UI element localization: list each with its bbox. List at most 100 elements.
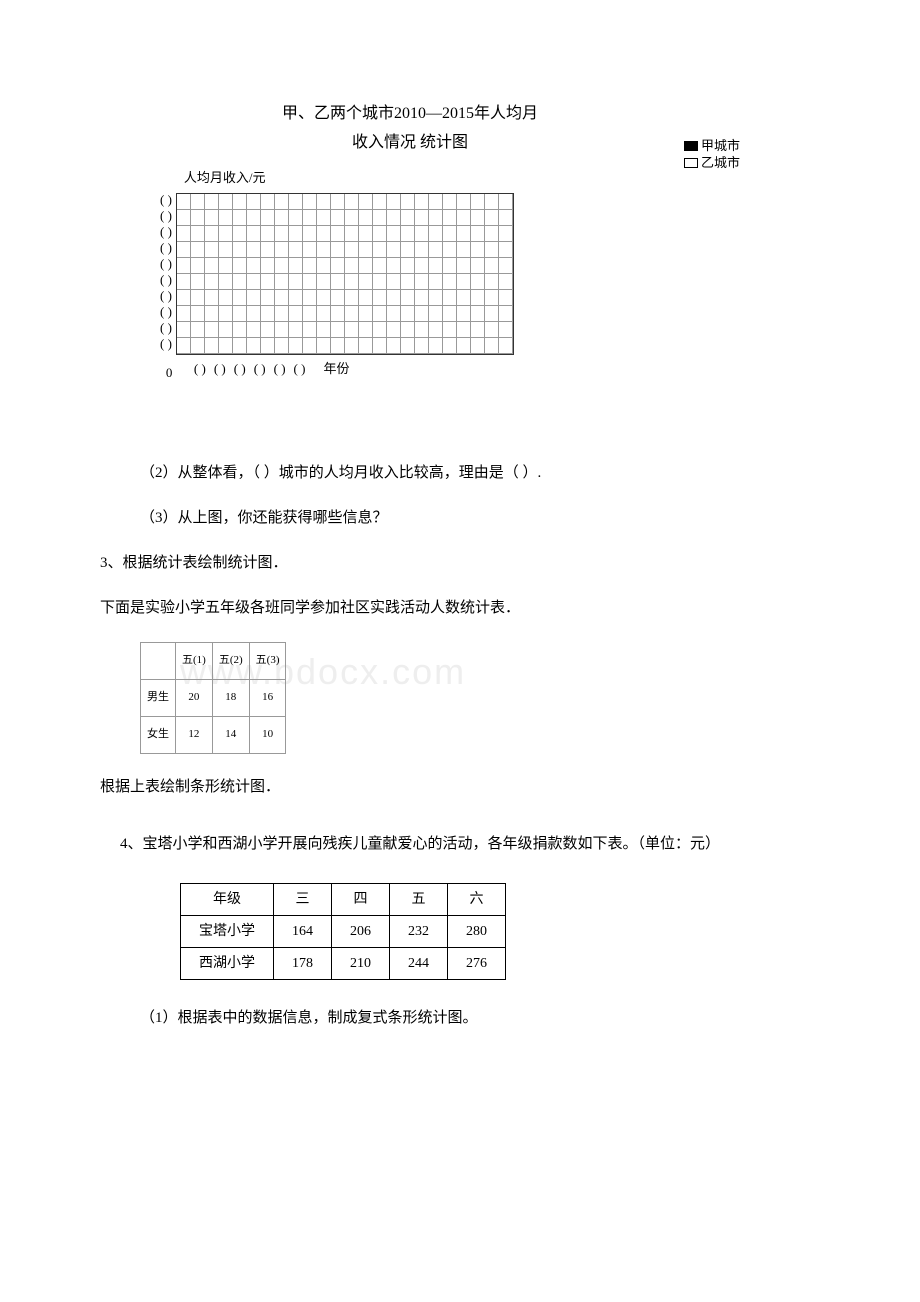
zero-label: 0 (166, 361, 173, 384)
grid-cell (443, 338, 457, 354)
grid-cell (247, 226, 261, 242)
grid-cell (359, 258, 373, 274)
x-label-blank: ( ) (294, 357, 306, 380)
grid-cell (443, 242, 457, 258)
grid-cell (429, 322, 443, 338)
grid-cell (247, 274, 261, 290)
table-cell: 210 (332, 948, 390, 980)
grid-cell (247, 194, 261, 210)
question-2-3: （3）从上图，你还能获得哪些信息？ (140, 505, 860, 532)
y-label-blank: ( ) (160, 320, 172, 336)
grid-cell (471, 306, 485, 322)
grid-cell (233, 338, 247, 354)
grid-cell (415, 338, 429, 354)
chart-title-line1: 甲、乙两个城市2010—2015年人均月 (282, 105, 538, 122)
grid-cell (303, 338, 317, 354)
grid-cell (275, 338, 289, 354)
donation-table: 年级三四五六宝塔小学164206232280西湖小学178210244276 (180, 883, 506, 981)
chart-legend: 甲城市 乙城市 (684, 138, 740, 172)
grid-cell (219, 322, 233, 338)
grid-cell (289, 226, 303, 242)
grid-cell (261, 242, 275, 258)
grid-cell (457, 194, 471, 210)
grid-cell (387, 322, 401, 338)
grid-cell (177, 242, 191, 258)
grid-cell (233, 306, 247, 322)
table-header-cell: 年级 (181, 883, 274, 915)
grid-cell (275, 306, 289, 322)
grid-cell (401, 194, 415, 210)
grid-cell (261, 194, 275, 210)
y-label-blank: ( ) (160, 224, 172, 240)
grid-cell (191, 226, 205, 242)
table-cell: 12 (176, 716, 213, 753)
grid-cell (205, 242, 219, 258)
question-4-sub1: （1）根据表中的数据信息，制成复式条形统计图。 (140, 1005, 860, 1032)
grid-cell (345, 194, 359, 210)
grid-cell (457, 242, 471, 258)
x-label-blank: ( ) (234, 357, 246, 380)
grid-cell (247, 338, 261, 354)
table-header-cell: 五 (390, 883, 448, 915)
table-cell: 男生 (141, 680, 176, 717)
grid-cell (205, 274, 219, 290)
bar-chart-template: 甲、乙两个城市2010—2015年人均月 收入情况 统计图 甲城市 乙城市 ( … (160, 100, 860, 380)
grid-cell (429, 226, 443, 242)
grid-cell (261, 258, 275, 274)
legend-item-1: 甲城市 (684, 138, 740, 155)
grid-cell (373, 338, 387, 354)
grid-cell (205, 290, 219, 306)
grid-cell (499, 322, 513, 338)
grid-cell (345, 322, 359, 338)
grid-cell (345, 274, 359, 290)
grid-cell (219, 338, 233, 354)
grid-cell (233, 210, 247, 226)
table-header-cell: 五(3) (249, 643, 286, 680)
grid-cell (359, 210, 373, 226)
grid-cell (443, 290, 457, 306)
grid-cell (485, 226, 499, 242)
grid-cell (359, 290, 373, 306)
grid-cell (429, 194, 443, 210)
grid-cell (373, 306, 387, 322)
grid-cell (261, 306, 275, 322)
grid-cell (331, 210, 345, 226)
table-cell: 14 (212, 716, 249, 753)
grid-cell (485, 306, 499, 322)
grid-cell (247, 290, 261, 306)
grid-cell (233, 274, 247, 290)
table-cell: 244 (390, 948, 448, 980)
grid-cell (499, 290, 513, 306)
grid-cell (219, 274, 233, 290)
grid-cell (359, 226, 373, 242)
legend-swatch-filled (684, 141, 698, 151)
chart-title: 甲、乙两个城市2010—2015年人均月 收入情况 统计图 (240, 100, 580, 158)
legend-item-2: 乙城市 (684, 155, 740, 172)
grid-cell (303, 194, 317, 210)
grid-cell (331, 226, 345, 242)
grid-cell (345, 226, 359, 242)
grid-cell (415, 322, 429, 338)
grid-cell (275, 194, 289, 210)
grid-cell (177, 194, 191, 210)
grid-cell (205, 306, 219, 322)
grid-cell (177, 258, 191, 274)
grid-cell (373, 322, 387, 338)
grid-cell (345, 290, 359, 306)
table-header-cell: 四 (332, 883, 390, 915)
grid-cell (233, 226, 247, 242)
table-cell: 206 (332, 915, 390, 947)
x-axis-end-label: 年份 (323, 357, 349, 380)
grid-cell (233, 242, 247, 258)
grid-cell (289, 290, 303, 306)
x-axis-labels: ( )( )( )( )( )( )年份 (194, 357, 514, 380)
grid-cell (177, 274, 191, 290)
grid-cell (233, 322, 247, 338)
grid-cell (485, 210, 499, 226)
grid-cell (233, 194, 247, 210)
grid-cell (485, 338, 499, 354)
grid-cell (289, 274, 303, 290)
grid-cell (457, 290, 471, 306)
grid-cell (247, 322, 261, 338)
table-row: 宝塔小学164206232280 (181, 915, 506, 947)
